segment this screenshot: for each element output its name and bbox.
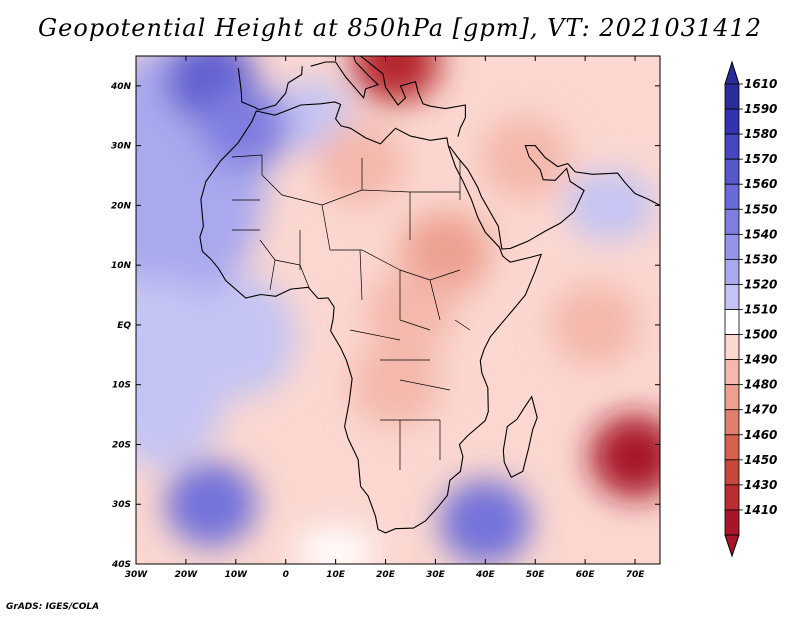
- colorbar-label: 1580: [744, 127, 777, 141]
- coastlines: [199, 56, 660, 534]
- colorbar-swatch: [724, 83, 740, 110]
- colorbar-swatch: [724, 459, 740, 486]
- colorbar-top-arrow: [724, 60, 740, 85]
- colorbar-swatch: [724, 158, 740, 185]
- colorbar-label: 1470: [744, 403, 777, 417]
- field-core: [467, 504, 503, 541]
- lat-tick-label: 30S: [112, 500, 131, 510]
- colorbar-swatch: [724, 233, 740, 260]
- colorbar-label: 1520: [744, 277, 777, 291]
- colorbar-label: 1450: [744, 453, 777, 467]
- colorbar-label: 1460: [744, 428, 777, 442]
- colorbar-swatch: [724, 484, 740, 511]
- colorbar-swatch: [724, 208, 740, 235]
- lat-tick-label: 40N: [110, 82, 132, 92]
- lon-tick-label: 50E: [526, 570, 546, 580]
- colorbar-label: 1510: [744, 303, 777, 317]
- lon-tick-label: 10E: [326, 570, 346, 580]
- lon-tick-label: 20W: [175, 570, 199, 580]
- colorbar-bottom-arrow: [724, 534, 740, 558]
- lon-tick-label: 20E: [376, 570, 396, 580]
- field-core: [193, 61, 229, 98]
- colorbar-label: 1540: [744, 227, 777, 241]
- lon-tick-label: 60E: [576, 570, 596, 580]
- colorbar-label: 1610: [744, 77, 777, 91]
- colorbar-label: 1500: [744, 328, 777, 342]
- field-core: [378, 56, 413, 80]
- longitude-axis: 30W 20W 10W 0 10E 20E 30E 40E 50E 60E 70E: [125, 56, 645, 580]
- lat-tick-label: 30N: [111, 142, 132, 152]
- colorbar-swatch: [724, 509, 740, 536]
- lon-tick-label: 0: [283, 570, 289, 580]
- colorbar-label: 1530: [744, 252, 777, 266]
- height-field: [136, 56, 660, 564]
- colorbar-swatch: [724, 183, 740, 210]
- colorbar-swatch: [724, 108, 740, 135]
- country-borders: [231, 154, 471, 470]
- colorbar-label: 1490: [744, 353, 777, 367]
- lon-tick-label: 70E: [626, 570, 646, 580]
- field-region: [550, 283, 641, 367]
- colorbar-swatch: [724, 384, 740, 411]
- field-region: [315, 121, 406, 206]
- colorbar-swatch: [724, 359, 740, 386]
- grads-credit: GrADS: IGES/COLA: [6, 602, 100, 612]
- field-region: [565, 169, 656, 242]
- lat-tick-label: 40S: [111, 560, 131, 570]
- field-blobs: [136, 56, 660, 564]
- map-title: Geopotential Height at 850hPa [gpm], VT:…: [38, 14, 762, 42]
- field-region: [480, 115, 571, 200]
- colorbar-swatch: [724, 284, 740, 310]
- lon-tick-label: 10W: [225, 570, 249, 580]
- lon-tick-label: 40E: [475, 570, 496, 580]
- colorbar-label: 1560: [744, 177, 777, 191]
- colorbar-label: 1570: [744, 152, 777, 166]
- lat-tick-label: 20N: [111, 201, 132, 211]
- europe-coastline: [310, 56, 466, 137]
- lat-tick-label: 10N: [111, 261, 132, 271]
- colorbar-label: 1480: [744, 378, 777, 392]
- colorbar-swatch: [724, 133, 740, 160]
- lat-tick-label: 10S: [112, 381, 131, 391]
- field-region: [195, 277, 296, 397]
- africa-coastline: [199, 101, 543, 534]
- field-region: [350, 342, 441, 427]
- colorbar-label: 1590: [744, 102, 777, 116]
- field-region: [200, 85, 291, 170]
- colorbar-label: 1550: [744, 202, 777, 216]
- latitude-axis: 40N 30N 20N 10N EQ 10S 20S 30S 40S: [110, 82, 660, 570]
- arabia-coastline: [448, 145, 660, 250]
- border-lines: [231, 154, 471, 470]
- field-region: [365, 271, 456, 355]
- colorbar: 1610 1590 1580 1570 1560 1550 1540 1530 1520 1510…: [724, 60, 777, 558]
- lon-tick-label: 30E: [426, 570, 446, 580]
- iberia-coastline: [237, 66, 303, 111]
- colorbar-swatch: [724, 434, 740, 461]
- madagascar-coastline: [502, 395, 538, 479]
- colorbar-swatch: [724, 309, 740, 335]
- lon-tick-label: 30W: [125, 570, 149, 580]
- colorbar-swatch: [724, 334, 740, 361]
- lat-tick-label: EQ: [117, 321, 131, 331]
- field-core: [193, 486, 229, 523]
- map-frame: [135, 55, 661, 565]
- lat-tick-label: 20S: [112, 440, 131, 450]
- colorbar-swatch: [724, 258, 740, 285]
- colorbar-label: 1410: [744, 503, 777, 517]
- field-core: [617, 438, 653, 475]
- field-region: [295, 528, 376, 564]
- colorbar-label: 1430: [744, 478, 777, 492]
- colorbar-swatch: [724, 409, 740, 436]
